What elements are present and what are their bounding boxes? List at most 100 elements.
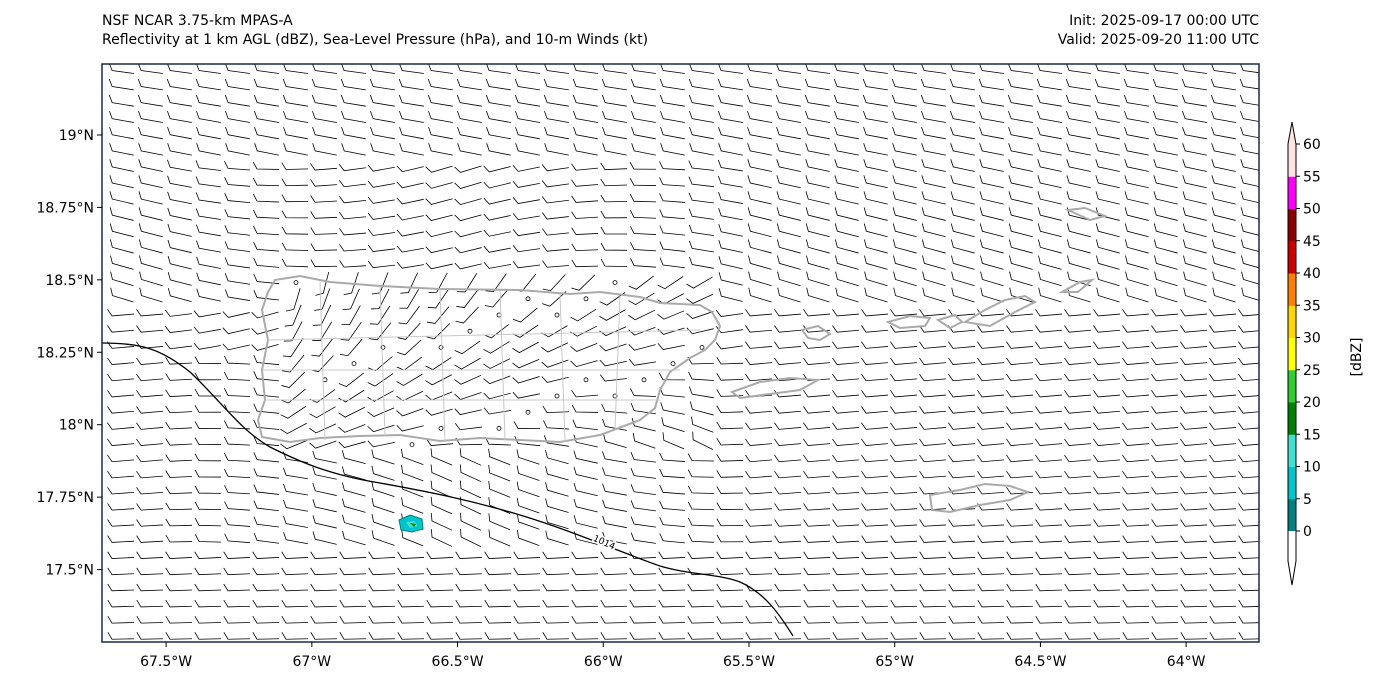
wind-barb bbox=[483, 229, 511, 237]
wind-barb bbox=[803, 357, 830, 365]
wind-barb bbox=[600, 599, 628, 608]
wind-barb bbox=[1007, 78, 1033, 91]
wind-barb bbox=[1238, 373, 1259, 382]
wind-barb bbox=[194, 437, 222, 446]
wind-barb bbox=[774, 551, 802, 559]
wind-barb bbox=[1240, 191, 1259, 205]
wind-barb bbox=[631, 143, 656, 156]
colorbar-tick-label: 35 bbox=[1303, 298, 1321, 314]
wind-barb bbox=[1093, 422, 1120, 430]
wind-barb bbox=[745, 373, 772, 382]
wind-barb bbox=[371, 465, 395, 481]
wind-barb bbox=[948, 470, 975, 479]
wind-barb bbox=[430, 480, 453, 499]
wind-barb bbox=[659, 209, 685, 220]
wind-barb bbox=[1006, 470, 1033, 479]
wind-barb bbox=[196, 272, 221, 286]
wind-barb bbox=[891, 64, 917, 74]
wind-barb bbox=[1007, 64, 1033, 74]
wind-barb bbox=[488, 448, 511, 466]
wind-barb bbox=[747, 223, 772, 238]
wind-barb bbox=[1124, 143, 1149, 156]
wind-barb bbox=[1180, 406, 1207, 414]
wind-barb bbox=[224, 241, 250, 252]
wind-barb bbox=[890, 567, 918, 576]
wind-barb bbox=[834, 223, 859, 238]
wind-barb bbox=[890, 454, 917, 463]
wind-barb bbox=[109, 110, 134, 123]
wind-barb bbox=[426, 306, 450, 324]
wind-barb bbox=[314, 288, 331, 311]
wind-barb bbox=[803, 325, 830, 333]
wind-barb bbox=[1153, 239, 1178, 254]
colorbar: 0 5 10 15 20 25 30 35 40 45 50 55 60 bbox=[1287, 121, 1321, 586]
wind-barb bbox=[1182, 127, 1207, 140]
wind-barb bbox=[629, 583, 657, 592]
wind-barb bbox=[949, 64, 975, 74]
wind-barb bbox=[599, 292, 626, 306]
wind-barb bbox=[715, 342, 743, 350]
wind-barb bbox=[977, 535, 1005, 543]
wind-barb bbox=[107, 373, 134, 382]
vieques-coastline bbox=[729, 376, 822, 400]
wind-barb bbox=[165, 438, 193, 446]
wind-barb bbox=[746, 64, 772, 74]
wind-barb bbox=[370, 143, 395, 156]
wind-barb bbox=[1123, 94, 1149, 107]
wind-barb bbox=[165, 486, 193, 495]
wind-barbs bbox=[107, 64, 1259, 640]
wind-barb bbox=[861, 583, 889, 592]
wind-barb bbox=[747, 191, 772, 205]
wind-barb bbox=[600, 210, 628, 219]
wind-barb bbox=[659, 517, 685, 527]
wind-barb bbox=[630, 258, 656, 268]
wind-barb bbox=[1066, 143, 1091, 156]
wind-barb bbox=[1006, 519, 1034, 527]
wind-barb bbox=[312, 127, 337, 140]
wind-barb bbox=[573, 143, 598, 156]
wind-barb bbox=[460, 528, 482, 547]
wind-barb bbox=[657, 343, 685, 350]
wind-barb bbox=[397, 615, 425, 624]
wind-barb bbox=[224, 78, 250, 91]
wind-barb bbox=[253, 532, 279, 544]
colorbar-segment bbox=[1288, 369, 1296, 403]
wind-barb bbox=[138, 223, 163, 238]
wind-barb bbox=[921, 223, 946, 238]
wind-barb bbox=[688, 160, 714, 171]
wind-barb bbox=[484, 632, 512, 640]
wind-barb bbox=[571, 274, 596, 291]
wind-barb bbox=[803, 422, 830, 430]
wind-barb bbox=[921, 127, 946, 140]
wind-barb bbox=[193, 310, 221, 318]
wind-barb bbox=[544, 110, 569, 123]
wind-barb bbox=[1151, 567, 1179, 576]
wind-barb bbox=[396, 261, 424, 269]
wind-barb bbox=[630, 500, 656, 512]
wind-barb bbox=[572, 419, 598, 431]
wind-barb bbox=[774, 454, 801, 463]
isobar-1014 bbox=[102, 342, 794, 637]
wind-barb bbox=[310, 243, 338, 251]
wind-barb bbox=[136, 567, 164, 576]
wind-barb bbox=[716, 551, 744, 559]
colorbar-segment bbox=[1288, 176, 1296, 209]
wind-barb bbox=[629, 177, 657, 186]
wind-barb bbox=[1209, 583, 1237, 592]
wind-barb bbox=[430, 464, 453, 482]
wind-barb bbox=[396, 373, 423, 386]
wind-barb bbox=[979, 175, 1004, 189]
wind-barb bbox=[341, 450, 366, 464]
wind-barb bbox=[136, 470, 163, 479]
wind-barb bbox=[602, 451, 627, 464]
wind-barb bbox=[137, 94, 163, 107]
wind-barb bbox=[571, 551, 599, 559]
wind-barb bbox=[400, 272, 419, 294]
wind-barb bbox=[223, 632, 251, 640]
wind-barb bbox=[283, 499, 308, 512]
wind-barb bbox=[253, 64, 279, 74]
wind-barb bbox=[426, 567, 454, 576]
wind-barb bbox=[399, 127, 424, 140]
wind-barb bbox=[950, 191, 975, 205]
wind-barb bbox=[863, 223, 888, 238]
